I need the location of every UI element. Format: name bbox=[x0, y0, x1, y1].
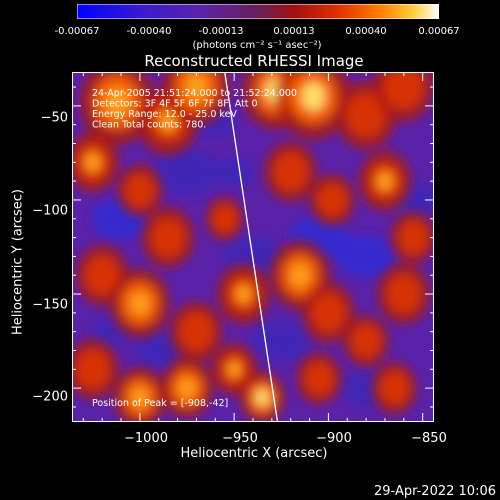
peak-position-label: Position of Peak = [-908,-42] bbox=[92, 398, 228, 409]
x-tick-label: −850 bbox=[411, 431, 447, 446]
heatmap-sources bbox=[72, 72, 434, 422]
emission-source-core bbox=[130, 291, 150, 315]
emission-source-core bbox=[185, 74, 208, 100]
emission-source-mid bbox=[212, 204, 237, 233]
emission-source-mid bbox=[85, 255, 120, 296]
colorbar-tick: -0.00067 bbox=[54, 26, 100, 37]
negative-flux-blob bbox=[133, 332, 184, 369]
x-tick-label: −950 bbox=[222, 431, 258, 446]
emission-source-mid bbox=[351, 324, 381, 359]
solar-limb-line bbox=[224, 72, 279, 422]
emission-source-core bbox=[84, 152, 102, 173]
emission-source-core bbox=[131, 387, 149, 408]
emission-source-core bbox=[301, 82, 326, 111]
heatmap-plot: 24-Apr-2005 21:51:24.000 to 21:52:24.000… bbox=[72, 72, 434, 422]
y-tick-label: −150 bbox=[32, 297, 68, 313]
emission-source-mid bbox=[150, 217, 186, 258]
negative-flux-blob bbox=[213, 156, 255, 187]
annotation-line: Energy Range: 12.0 - 25.0 keV bbox=[92, 109, 237, 120]
emission-source-mid bbox=[273, 151, 308, 192]
colorbar bbox=[77, 4, 439, 19]
x-axis-title: Heliocentric X (arcsec) bbox=[180, 446, 328, 461]
colorbar-tick: 0.00067 bbox=[418, 26, 460, 37]
emission-source-mid bbox=[384, 72, 424, 110]
emission-source-mid bbox=[304, 361, 334, 396]
annotations: 24-Apr-2005 21:51:24.000 to 21:52:24.000… bbox=[92, 88, 297, 409]
colorbar-unit-label: (photons cm⁻² s⁻¹ asec⁻²) bbox=[192, 40, 322, 51]
emission-source-mid bbox=[398, 220, 428, 255]
emission-source-core bbox=[255, 388, 270, 407]
y-tick-label: −100 bbox=[32, 203, 68, 219]
negative-flux-blob bbox=[153, 147, 221, 196]
emission-source-mid bbox=[179, 311, 214, 352]
negative-flux-blob bbox=[337, 235, 396, 278]
emission-source-core bbox=[376, 171, 394, 192]
emission-source-mid bbox=[75, 349, 110, 390]
emission-source-mid bbox=[346, 92, 386, 138]
annotation-line: Detectors: 3F 4F 5F 6F 7F 8F, Att 0 bbox=[92, 99, 258, 110]
emission-source-mid bbox=[317, 182, 347, 217]
colorbar-tick: -0.00013 bbox=[198, 26, 244, 37]
negative-flux-blob bbox=[252, 319, 311, 363]
emission-source-mid bbox=[125, 173, 155, 208]
emission-source-core bbox=[235, 284, 253, 305]
annotation-line: 24-Apr-2005 21:51:24.000 to 21:52:24.000 bbox=[92, 88, 297, 99]
y-tick-label: −50 bbox=[40, 110, 68, 126]
emission-source-mid bbox=[379, 371, 410, 406]
axis-ticks bbox=[72, 72, 434, 422]
colorbar-tick: 0.00040 bbox=[345, 26, 387, 37]
emission-source-core bbox=[290, 263, 310, 287]
emission-source-mid bbox=[311, 293, 346, 333]
colorbar-tick: -0.00040 bbox=[126, 26, 172, 37]
emission-source-core bbox=[105, 87, 130, 117]
emission-source-mid bbox=[386, 274, 421, 314]
heatmap-dips bbox=[90, 109, 434, 407]
chart-title: Reconstructed RHESSI Image bbox=[144, 52, 364, 70]
emission-source-core bbox=[226, 360, 242, 378]
timestamp-footer: 29-Apr-2022 10:06 bbox=[374, 484, 496, 499]
emission-source-core bbox=[178, 378, 196, 399]
x-tick-label: −900 bbox=[316, 431, 352, 446]
annotation-line: Clean Total counts: 780. bbox=[92, 120, 206, 131]
y-tick-label: −200 bbox=[32, 389, 68, 405]
y-axis-title: Heliocentric Y (arcsec) bbox=[10, 189, 26, 335]
x-tick-label: −1000 bbox=[124, 431, 168, 446]
colorbar-tick: 0.00013 bbox=[273, 26, 315, 37]
